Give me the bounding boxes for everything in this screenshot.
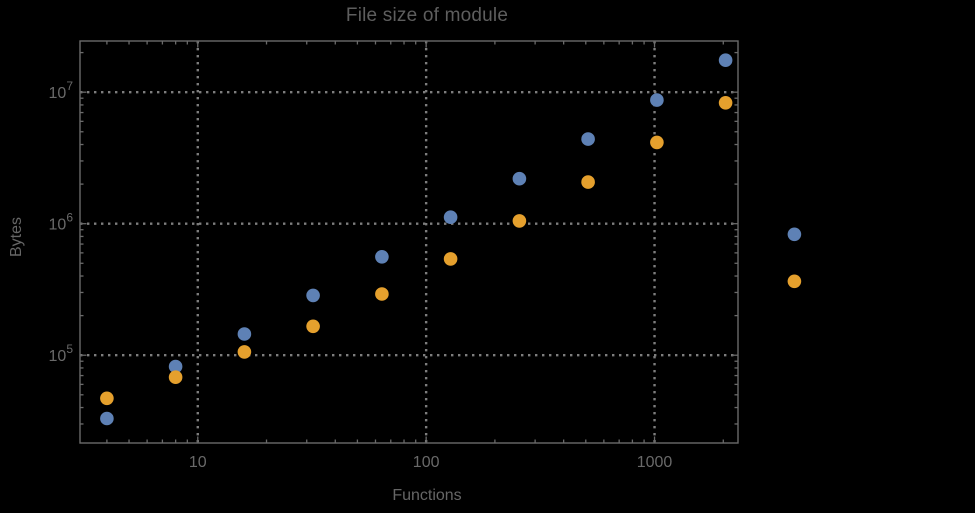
data-point (168, 359, 183, 374)
data-point (787, 274, 802, 289)
data-point (443, 252, 458, 266)
data-point (237, 327, 252, 341)
data-point (512, 171, 527, 186)
y-tick-label: 107 (49, 79, 74, 102)
data-point (650, 135, 664, 150)
data-point (787, 227, 802, 242)
data-point (443, 210, 458, 224)
data-point (306, 288, 320, 303)
data-point (375, 287, 389, 301)
x-tick-label: 100 (413, 454, 440, 471)
grid-layer (80, 41, 738, 443)
data-point (718, 53, 733, 67)
plot-frame (79, 40, 739, 444)
data-point (375, 249, 389, 264)
x-tick-label: 10 (189, 454, 207, 471)
x-tick-label: 1000 (637, 454, 673, 471)
data-point (306, 319, 320, 334)
data-point (168, 370, 183, 385)
x-axis-label: Functions (392, 487, 462, 504)
data-point (718, 96, 733, 110)
y-axis-label: Bytes (8, 216, 25, 258)
data-point (237, 345, 252, 359)
y-tick-label: 105 (49, 342, 74, 365)
series-blue (100, 53, 802, 426)
y-tick-label: 106 (49, 211, 74, 234)
data-point (581, 175, 595, 189)
data-point (100, 411, 114, 426)
data-point (512, 214, 527, 228)
series-orange (100, 96, 802, 406)
chart-title: File size of module (345, 5, 509, 26)
data-point (100, 391, 114, 406)
data-point (650, 93, 664, 107)
data-point (581, 132, 595, 146)
